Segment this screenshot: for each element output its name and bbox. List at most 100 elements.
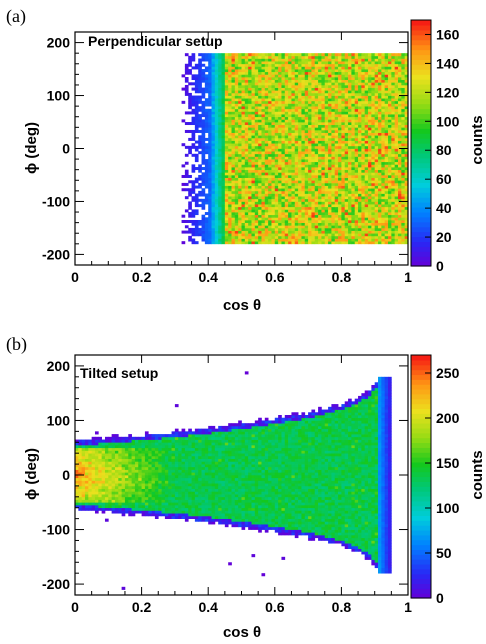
heat-cell (304, 145, 309, 149)
heat-cell (378, 92, 382, 96)
heat-cell (388, 190, 392, 194)
heat-cell (351, 182, 356, 186)
heat-cell (354, 201, 359, 205)
heat-cell (304, 174, 309, 178)
heat-cell (218, 63, 222, 67)
heat-cell (334, 174, 339, 178)
heat-cell (358, 106, 362, 110)
heat-cell (284, 153, 289, 157)
heat-cell (398, 233, 402, 237)
heat-cell (241, 214, 246, 218)
heat-cell (288, 79, 292, 83)
heat-cell (394, 135, 399, 139)
heat-cell (208, 227, 212, 231)
heat-cell (288, 87, 292, 91)
heat-cell (364, 79, 369, 83)
heat-cell (398, 69, 402, 73)
heat-cell (394, 127, 399, 131)
heat-cell (328, 79, 332, 83)
heat-cell (251, 53, 256, 57)
heat-cell (371, 206, 376, 210)
heat-cell (334, 61, 339, 65)
heat-cell (398, 188, 402, 192)
heat-cell (401, 190, 406, 194)
heat-cell (271, 198, 276, 202)
heat-cell (368, 198, 372, 202)
heat-cell (398, 55, 402, 59)
heat-cell (308, 219, 312, 223)
heat-cell (314, 164, 319, 168)
heat-cell (394, 167, 399, 171)
heat-cell (404, 167, 409, 171)
heat-cell (348, 169, 352, 173)
heat-cell (278, 132, 282, 136)
heat-cell (241, 204, 246, 208)
heat-cell (341, 156, 346, 160)
heat-cell (294, 84, 299, 88)
heat-cell (241, 148, 246, 152)
heat-cell (204, 58, 209, 62)
heat-cell (268, 61, 272, 65)
heat-cell (224, 92, 229, 96)
heat-cell (394, 61, 399, 65)
heat-cell (354, 106, 359, 110)
heat-cell (201, 53, 206, 57)
heat-cell (214, 122, 219, 126)
heat-cell (78, 488, 83, 492)
heat-cell (324, 180, 329, 184)
heat-cell (258, 71, 262, 75)
heat-cell (231, 212, 236, 216)
heat-cell (344, 53, 349, 57)
heat-cell (334, 217, 339, 221)
heat-cell (284, 225, 289, 229)
panel-b-label: (b) (6, 334, 27, 355)
heat-cell (314, 122, 319, 126)
heat-cell (271, 238, 276, 242)
heat-cell (211, 140, 216, 144)
heat-cell (331, 132, 336, 136)
heat-cell (368, 58, 372, 62)
heat-cell (264, 108, 269, 112)
heat-cell (344, 95, 349, 99)
heat-cell (254, 185, 259, 189)
heat-cell (221, 180, 226, 184)
heat-cell (334, 193, 339, 197)
heat-cell (258, 98, 262, 102)
heat-cell (338, 233, 342, 237)
heat-cell (268, 174, 272, 178)
heat-cell (194, 185, 199, 189)
heat-cell (301, 127, 306, 131)
heat-cell (404, 148, 409, 152)
heat-cell (358, 58, 362, 62)
heat-cell (221, 151, 226, 155)
heat-cell (324, 127, 329, 131)
heat-cell (258, 58, 262, 62)
heat-cell (78, 485, 83, 489)
heat-cell (384, 241, 389, 245)
heat-cell (81, 496, 86, 500)
heat-cell (214, 137, 219, 141)
heat-cell (394, 235, 399, 239)
heat-cell (241, 61, 246, 65)
heat-cell (231, 209, 236, 213)
heat-cell (324, 53, 329, 57)
heat-cell (388, 214, 392, 218)
heat-cell (304, 114, 309, 118)
heat-cell (374, 103, 379, 107)
heat-cell (188, 58, 192, 62)
heat-cell (291, 230, 296, 234)
heat-cell (261, 114, 266, 118)
heat-cell (304, 129, 309, 133)
heat-cell (268, 156, 272, 160)
heat-cell (281, 90, 286, 94)
heat-cell (284, 164, 289, 168)
heat-cell (338, 214, 342, 218)
heat-cell (224, 206, 229, 210)
heat-cell (91, 505, 96, 509)
heat-cell (361, 143, 366, 147)
heat-cell (238, 122, 242, 126)
heat-cell (81, 453, 86, 457)
heat-cell (374, 84, 379, 88)
heat-cell (344, 74, 349, 78)
heat-cell (194, 204, 199, 208)
